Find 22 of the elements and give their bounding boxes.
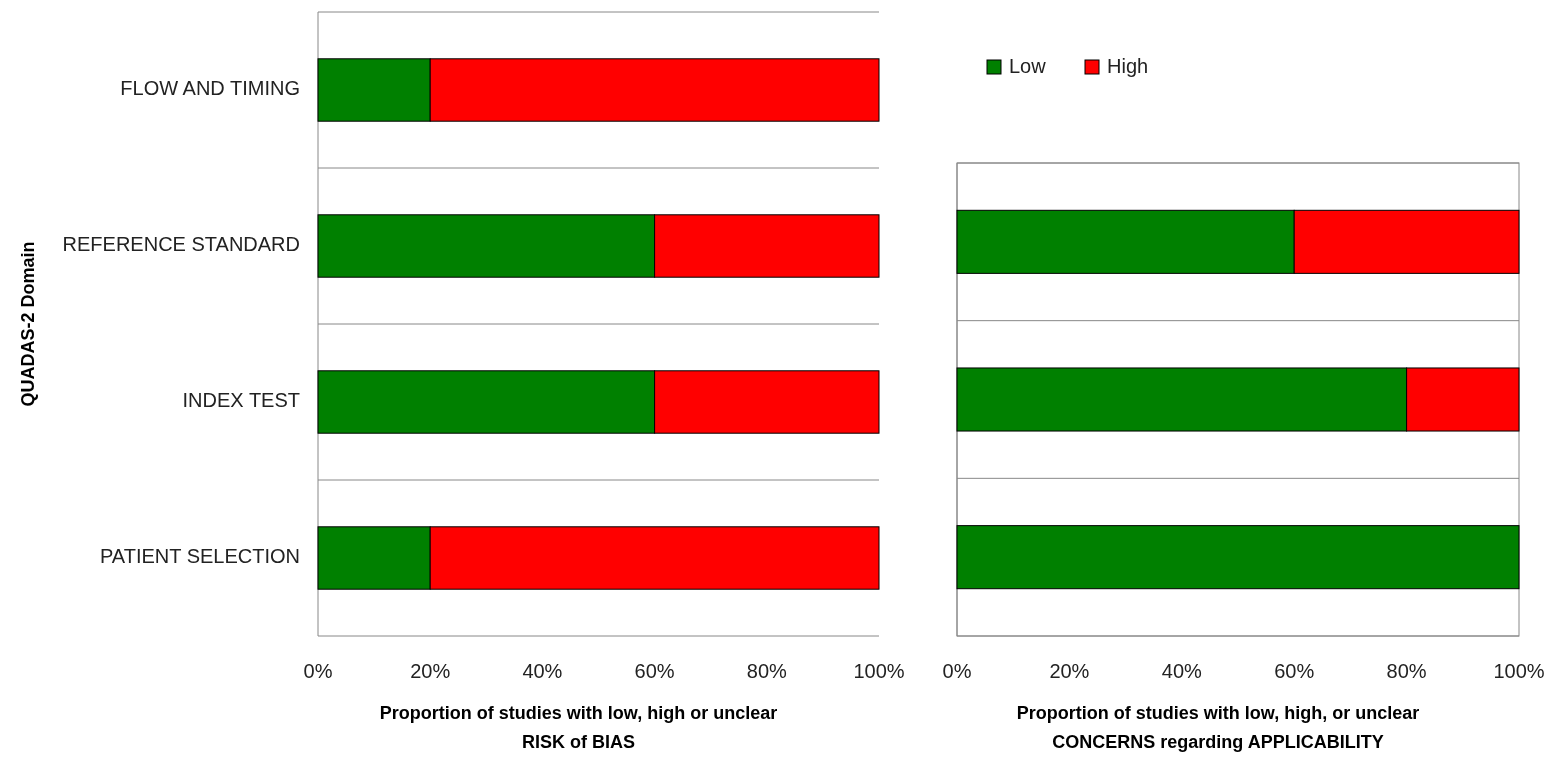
legend-label: Low [1009, 55, 1047, 77]
x-tick-label: 0% [942, 660, 972, 682]
y-tick-label: PATIENT SELECTION [99, 545, 300, 568]
y-tick-label: INDEX TEST [182, 389, 300, 412]
x-tick-label: 100% [853, 660, 905, 682]
x-tick-label: 80% [1386, 660, 1427, 682]
x-tick-label: 0% [303, 660, 333, 682]
x-tick-label: 100% [1493, 660, 1545, 682]
x-tick-label: 60% [1274, 660, 1315, 682]
y-axis-title: QUADAS-2 Domain [18, 241, 38, 407]
y-tick-label: FLOW AND TIMING [120, 77, 300, 100]
x-axis-title: Proportion of studies with low, high or unclear RISK of BIAS [379, 703, 778, 752]
x-tick-label: 20% [1049, 660, 1090, 682]
y-tick-label: REFERENCE STANDARD [62, 233, 300, 256]
x-axis-title: Proportion of studies with low, high, or unclear CONCERNS regarding APPLICABILITY [1016, 703, 1420, 752]
x-tick-label: 80% [746, 660, 788, 682]
x-tick-label: 40% [522, 660, 563, 682]
legend-label: High [1107, 55, 1149, 77]
bar [956, 525, 1520, 590]
x-tick-label: 40% [1161, 660, 1203, 682]
x-tick-label: 20% [410, 660, 451, 682]
x-tick-label: 60% [634, 660, 675, 682]
